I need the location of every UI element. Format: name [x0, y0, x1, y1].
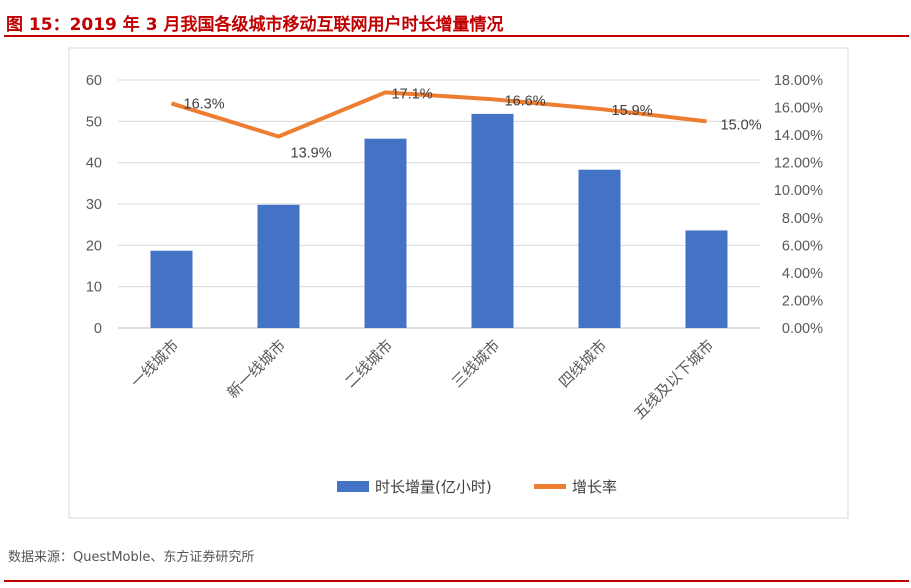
left-tick-label: 30 [86, 197, 102, 213]
growth-rate-label: 15.0% [721, 117, 762, 133]
right-tick-label: 8.00% [782, 211, 823, 227]
right-axis-ticks: 0.00% 2.00% 4.00% 6.00% 8.00% 10.00% 12.00% 14.… [774, 73, 823, 337]
legend-line-swatch [534, 484, 566, 489]
source-note: 数据来源：QuestMoble、东方证券研究所 [8, 550, 255, 565]
bar [150, 250, 193, 328]
left-tick-label: 40 [86, 156, 102, 172]
category-label: 新一线城市 [224, 336, 290, 402]
growth-rate-label: 16.3% [184, 96, 225, 112]
growth-rate-label: 13.9% [291, 145, 332, 161]
bottom-rule [4, 580, 909, 582]
bar-series [150, 113, 728, 328]
right-tick-label: 12.00% [774, 156, 823, 172]
left-tick-label: 60 [86, 73, 102, 89]
left-axis-ticks: 0 10 20 30 40 50 60 [86, 73, 102, 337]
category-labels: 一线城市 新一线城市 二线城市 三线城市 四线城市 五线及以下城市 [127, 336, 717, 423]
right-tick-label: 0.00% [782, 321, 823, 337]
right-tick-label: 6.00% [782, 238, 823, 254]
title-rule [4, 35, 909, 37]
left-tick-label: 50 [86, 114, 102, 130]
growth-rate-label: 16.6% [505, 93, 546, 109]
legend-line-label: 增长率 [572, 478, 617, 496]
left-tick-label: 10 [86, 280, 102, 296]
legend-bar-label: 时长增量(亿小时) [375, 478, 492, 496]
right-tick-label: 10.00% [774, 183, 823, 199]
bar [578, 169, 621, 328]
right-tick-label: 18.00% [774, 73, 823, 89]
legend-bar-swatch [337, 481, 369, 492]
category-label: 一线城市 [127, 336, 182, 391]
right-tick-label: 4.00% [782, 266, 823, 282]
legend: 时长增量(亿小时) 增长率 [337, 478, 617, 496]
left-tick-label: 20 [86, 238, 102, 254]
bar [685, 230, 728, 328]
growth-rate-label: 17.1% [392, 86, 433, 102]
bar [471, 113, 514, 328]
category-label: 二线城市 [341, 336, 396, 391]
category-label: 五线及以下城市 [630, 336, 717, 423]
category-label: 四线城市 [555, 336, 610, 391]
chart-border [68, 47, 849, 519]
right-tick-label: 2.00% [782, 293, 823, 309]
right-tick-label: 14.00% [774, 128, 823, 144]
growth-rate-label: 15.9% [612, 103, 653, 119]
line-series: 16.3% 13.9% 17.1% 16.6% 15.9% 15.0% [170, 86, 762, 161]
right-tick-label: 16.00% [774, 101, 823, 117]
left-tick-label: 0 [94, 321, 102, 337]
bar [257, 204, 300, 328]
category-label: 三线城市 [448, 336, 503, 391]
growth-rate-line [170, 90, 707, 139]
figure-title: 图 15：2019 年 3 月我国各级城市移动互联网用户时长增量情况 [6, 15, 504, 35]
combo-chart: 16.3% 13.9% 17.1% 16.6% 15.9% 15.0% 0 10 20 30 40… [68, 47, 849, 519]
bar [364, 138, 407, 328]
